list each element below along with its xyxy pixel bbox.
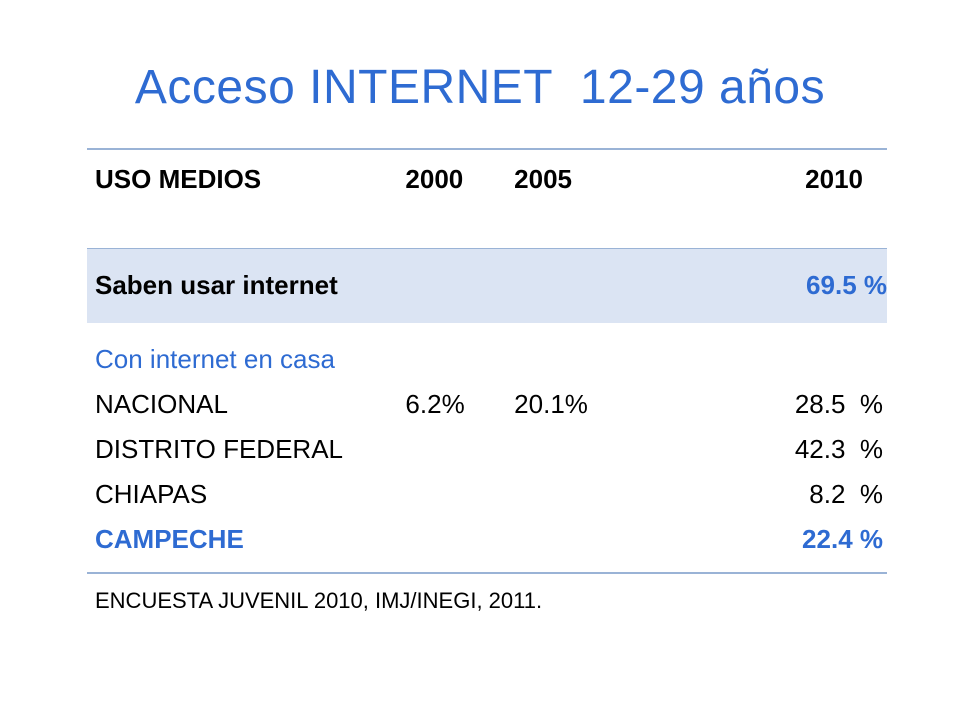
table-header-row: USO MEDIOS 2000 2005 2010	[87, 149, 887, 248]
casa-heading: Con internet en casa	[95, 344, 335, 374]
header-2005: 2005	[514, 164, 573, 194]
saben-label: Saben usar internet	[95, 270, 338, 301]
header-2010: 2010	[805, 164, 863, 194]
chiapas-2010: 8.2 %	[809, 479, 883, 509]
campeche-2010: 22.4 %	[802, 524, 883, 554]
saben-2010: 69.5 %	[806, 270, 887, 301]
campeche-2000	[405, 517, 514, 562]
casa-2005: 20.1%	[514, 323, 662, 573]
label-chiapas: CHIAPAS	[95, 479, 208, 509]
internet-access-table: USO MEDIOS 2000 2005 2010 Saben usar int…	[87, 148, 887, 574]
label-distrito-federal: DISTRITO FEDERAL	[95, 434, 344, 464]
label-campeche: CAMPECHE	[95, 524, 244, 554]
slide-title: Acceso INTERNET 12-29 años	[134, 61, 826, 114]
casa-labels: Con internet en casa NACIONAL DISTRITO F…	[87, 323, 405, 573]
table-row-con-internet: Con internet en casa NACIONAL DISTRITO F…	[87, 323, 887, 573]
campeche-2005	[514, 517, 662, 562]
label-nacional: NACIONAL	[95, 389, 228, 419]
df-2005	[514, 427, 662, 472]
chiapas-2005	[514, 472, 662, 517]
nacional-2005: 20.1%	[514, 389, 588, 419]
casa-2010: 28.5 % 42.3 % 8.2 % 22.4 %	[662, 323, 887, 573]
saben-2000	[405, 248, 514, 323]
saben-2005	[514, 248, 662, 323]
df-2000	[405, 427, 514, 472]
nacional-2000: 6.2%	[405, 389, 465, 419]
source-note: ENCUESTA JUVENIL 2010, IMJ/INEGI, 2011.	[95, 588, 543, 613]
header-2000: 2000	[405, 164, 464, 194]
table-row-saben-usar: Saben usar internet 69.5 %	[87, 248, 887, 323]
df-2010: 42.3 %	[794, 434, 883, 464]
chiapas-2000	[405, 472, 514, 517]
nacional-2010: 28.5 %	[794, 389, 883, 419]
header-uso-medios: USO MEDIOS	[95, 164, 262, 194]
casa-2000: 6.2%	[405, 323, 514, 573]
